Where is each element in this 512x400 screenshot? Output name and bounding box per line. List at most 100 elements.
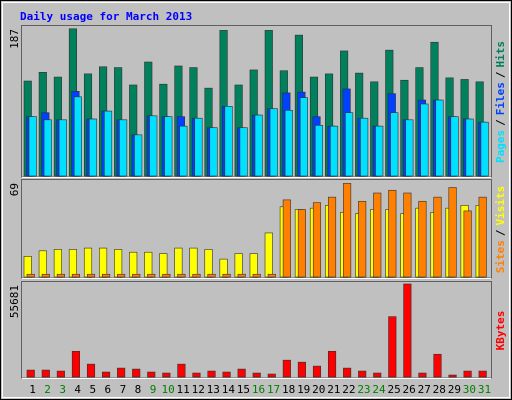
bar (164, 116, 173, 177)
bar (114, 249, 123, 278)
x-tick-label: 15 (237, 383, 250, 396)
bar (312, 202, 322, 278)
bar (420, 103, 429, 177)
bar (358, 200, 367, 278)
x-tick-label: 25 (387, 383, 400, 396)
bar (43, 119, 52, 177)
legend-entry: Hits (494, 41, 507, 68)
x-tick-label: 21 (327, 383, 340, 396)
bar (174, 247, 183, 278)
bar (284, 110, 293, 177)
bar (297, 361, 306, 378)
bar (433, 353, 442, 378)
bar (147, 371, 156, 378)
bar (418, 372, 427, 378)
bar (403, 192, 412, 278)
bar (450, 116, 459, 177)
x-tick-label: 7 (120, 383, 127, 396)
bar (239, 127, 248, 177)
bar (249, 253, 258, 278)
x-tick-label: 26 (403, 383, 416, 396)
bar (149, 115, 158, 177)
bar (192, 273, 201, 278)
bar (237, 368, 246, 378)
y-tick-label: 69 (8, 183, 21, 196)
bar (343, 183, 352, 278)
bar (58, 119, 67, 177)
bar (297, 209, 306, 278)
bar (327, 196, 337, 278)
bar (129, 251, 138, 278)
bar (329, 125, 339, 177)
bar (373, 372, 382, 378)
bar (177, 273, 186, 278)
bar (177, 363, 186, 378)
bar (343, 367, 352, 378)
bar (269, 108, 278, 177)
bar (478, 196, 487, 278)
x-tick-label: 10 (161, 383, 174, 396)
x-tick-label: 1 (29, 383, 36, 396)
x-tick-label: 4 (74, 383, 81, 396)
bar (83, 247, 93, 278)
bar (99, 247, 108, 278)
x-tick-label: 6 (105, 383, 112, 396)
bar (179, 125, 188, 177)
bar (252, 372, 261, 378)
bar (209, 127, 218, 177)
x-tick-label: 17 (267, 383, 280, 396)
bar (71, 273, 80, 278)
legend-entry: Sites (494, 240, 507, 273)
bar (53, 249, 62, 278)
bar (119, 119, 128, 177)
bar (448, 374, 457, 378)
bar (224, 106, 233, 177)
bar (38, 250, 47, 278)
legend-entry: Files (494, 82, 507, 115)
legend: KBytes (494, 311, 507, 351)
bar (132, 273, 141, 278)
bar (102, 273, 111, 278)
bar (26, 369, 35, 378)
legend-separator: / (494, 119, 507, 126)
bar (264, 232, 273, 278)
x-tick-label: 12 (192, 383, 205, 396)
x-tick-label: 29 (448, 383, 461, 396)
x-tick-label: 31 (478, 383, 491, 396)
bar (375, 125, 384, 177)
bar (102, 371, 111, 378)
bar (433, 196, 442, 278)
bar (28, 116, 37, 177)
bar (162, 273, 171, 278)
bar (373, 192, 382, 278)
bar (204, 249, 213, 278)
x-tick-label: 24 (372, 383, 386, 396)
bar (56, 370, 65, 378)
bar (312, 365, 322, 378)
bar (299, 97, 308, 177)
legend-entry: KBytes (494, 311, 507, 351)
bar (23, 256, 32, 278)
legend-separator: / (494, 71, 507, 78)
bar (192, 372, 201, 378)
bar (144, 251, 153, 278)
bar (88, 118, 98, 177)
bar (86, 363, 96, 378)
bar (390, 112, 399, 177)
legend: Pages / Files / Hits (494, 41, 507, 163)
bar (162, 372, 171, 378)
legend-entry: Pages (494, 130, 507, 163)
bar (267, 373, 276, 378)
x-tick-label: 13 (207, 383, 220, 396)
x-tick-label: 5 (89, 383, 96, 396)
bar (327, 350, 337, 378)
bar (68, 249, 77, 278)
bar (418, 200, 427, 278)
bar (147, 273, 156, 278)
bar (104, 110, 113, 177)
legend-entry: Visits (494, 186, 507, 226)
x-tick-label: 28 (433, 383, 446, 396)
bar (41, 369, 50, 378)
